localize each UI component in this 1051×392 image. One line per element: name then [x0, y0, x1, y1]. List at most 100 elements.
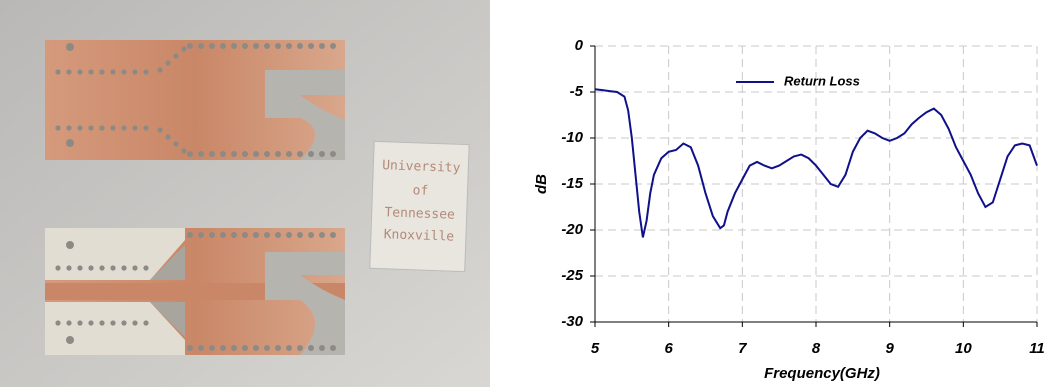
via-hole: [88, 125, 94, 131]
via-hole: [66, 69, 72, 75]
via-hole: [66, 336, 74, 344]
via-hole: [110, 125, 116, 131]
via-hole: [220, 151, 226, 157]
via-hole: [231, 151, 237, 157]
via-hole: [275, 43, 281, 49]
via-hole: [132, 69, 138, 75]
via-hole: [286, 345, 292, 351]
via-hole: [143, 69, 149, 75]
via-hole: [55, 265, 61, 271]
x-tick-label: 11: [1029, 340, 1045, 357]
via-hole: [242, 345, 248, 351]
via-hole: [220, 43, 226, 49]
via-hole: [157, 67, 163, 73]
via-hole: [264, 43, 270, 49]
via-hole: [99, 69, 105, 75]
via-hole: [209, 151, 215, 157]
via-hole: [286, 151, 292, 157]
via-hole: [143, 265, 149, 271]
via-hole: [264, 345, 270, 351]
via-hole: [165, 60, 171, 66]
series-line: [594, 88, 1038, 238]
via-hole: [264, 151, 270, 157]
via-hole: [286, 43, 292, 49]
legend-label: Return Loss: [784, 73, 860, 88]
via-hole: [319, 43, 325, 49]
via-hole: [253, 43, 259, 49]
y-tick-label: -25: [561, 267, 583, 284]
via-hole: [275, 151, 281, 157]
via-hole: [77, 320, 83, 326]
via-hole: [242, 151, 248, 157]
via-hole: [319, 151, 325, 157]
via-hole: [55, 125, 61, 131]
via-hole: [66, 241, 74, 249]
via-hole: [297, 345, 303, 351]
via-hole: [209, 43, 215, 49]
via-hole: [132, 125, 138, 131]
chart: Frequency(GHz) dB 0 -5 -10 -15 -20 -25 -30 5 6 7 8…: [533, 37, 1045, 382]
via-hole: [110, 320, 116, 326]
y-tick-label: -10: [561, 129, 583, 146]
x-axis-label: Frequency(GHz): [764, 365, 880, 382]
via-hole: [110, 265, 116, 271]
board-substrate: [45, 302, 185, 355]
via-hole: [143, 320, 149, 326]
via-hole: [242, 232, 248, 238]
via-hole: [220, 232, 226, 238]
via-hole: [297, 232, 303, 238]
via-hole: [220, 345, 226, 351]
via-hole: [121, 320, 127, 326]
via-hole: [253, 232, 259, 238]
label-text: University: [382, 158, 461, 176]
via-hole: [187, 232, 193, 238]
via-hole: [121, 69, 127, 75]
via-hole: [275, 232, 281, 238]
photo: University of Tennessee Knoxville: [0, 0, 490, 387]
x-tick-label: 6: [664, 340, 673, 357]
via-hole: [181, 46, 187, 52]
label-text: of: [412, 183, 428, 199]
via-hole: [297, 43, 303, 49]
via-hole: [308, 43, 314, 49]
board-taper: [150, 245, 185, 337]
x-tick-label: 7: [738, 340, 747, 357]
via-hole: [66, 265, 72, 271]
via-hole: [143, 125, 149, 131]
label-card: University of Tennessee Knoxville: [369, 140, 470, 273]
via-hole: [253, 345, 259, 351]
via-hole: [330, 232, 336, 238]
y-tick-label: -30: [561, 313, 583, 330]
via-hole: [209, 232, 215, 238]
via-hole: [66, 125, 72, 131]
y-tick-label: -20: [561, 221, 583, 238]
via-hole: [198, 345, 204, 351]
via-hole: [173, 53, 179, 59]
via-hole: [319, 345, 325, 351]
via-hole: [99, 265, 105, 271]
via-hole: [66, 43, 74, 51]
via-hole: [77, 69, 83, 75]
via-hole: [77, 265, 83, 271]
via-hole: [132, 320, 138, 326]
via-hole: [308, 345, 314, 351]
label-card-body: [369, 140, 470, 273]
via-hole: [286, 232, 292, 238]
via-hole: [66, 320, 72, 326]
y-tick-label: -15: [561, 175, 583, 192]
via-hole: [187, 345, 193, 351]
via-hole: [187, 43, 193, 49]
via-hole: [110, 69, 116, 75]
via-hole: [121, 125, 127, 131]
via-hole: [330, 345, 336, 351]
label-text: Knoxville: [383, 227, 454, 244]
via-hole: [253, 151, 259, 157]
via-hole: [330, 151, 336, 157]
via-hole: [275, 345, 281, 351]
x-tick-label: 9: [885, 340, 894, 357]
via-hole: [198, 43, 204, 49]
via-hole: [66, 139, 74, 147]
via-hole: [231, 345, 237, 351]
x-tick-label: 8: [812, 340, 821, 357]
via-hole: [165, 134, 171, 140]
